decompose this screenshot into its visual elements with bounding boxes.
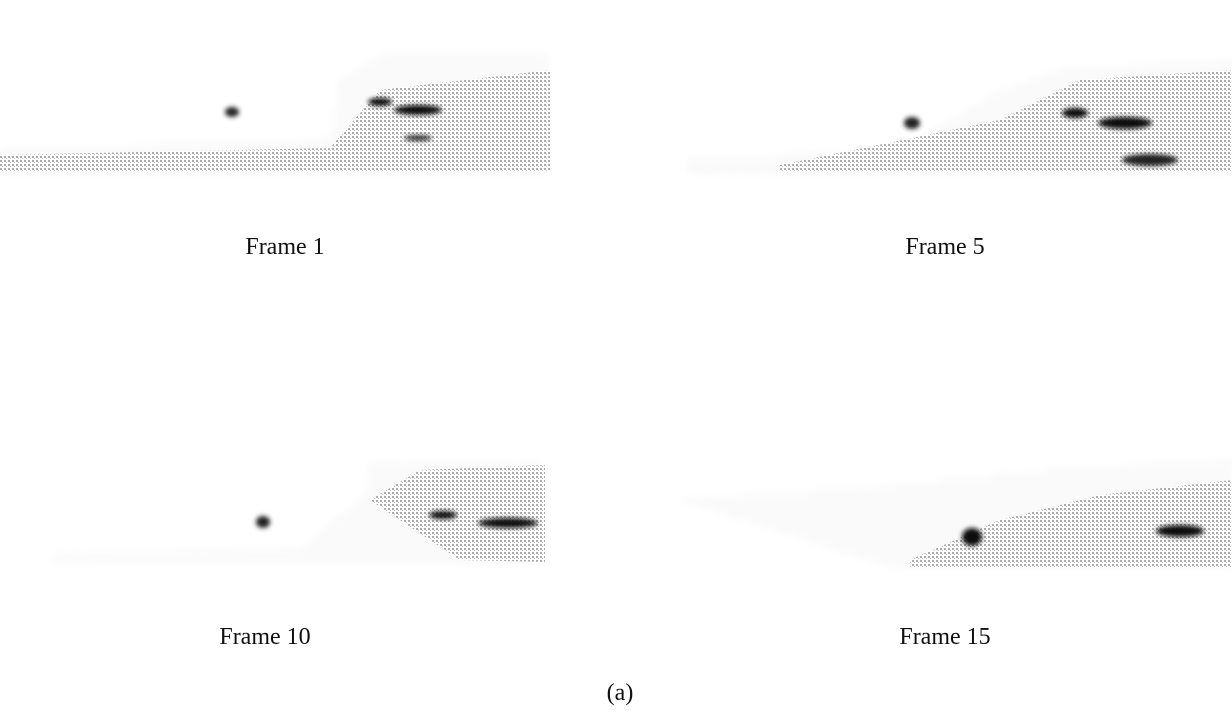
frame-caption: Frame 5	[905, 234, 984, 260]
frame-caption: Frame 10	[219, 624, 310, 650]
frame-image	[0, 55, 550, 172]
frame-image	[690, 60, 1232, 172]
frame-caption: Frame 15	[899, 624, 990, 650]
frame-image	[55, 462, 545, 565]
figure-label: (a)	[607, 680, 634, 706]
frame-image	[680, 460, 1232, 570]
frame-caption: Frame 1	[245, 234, 324, 260]
